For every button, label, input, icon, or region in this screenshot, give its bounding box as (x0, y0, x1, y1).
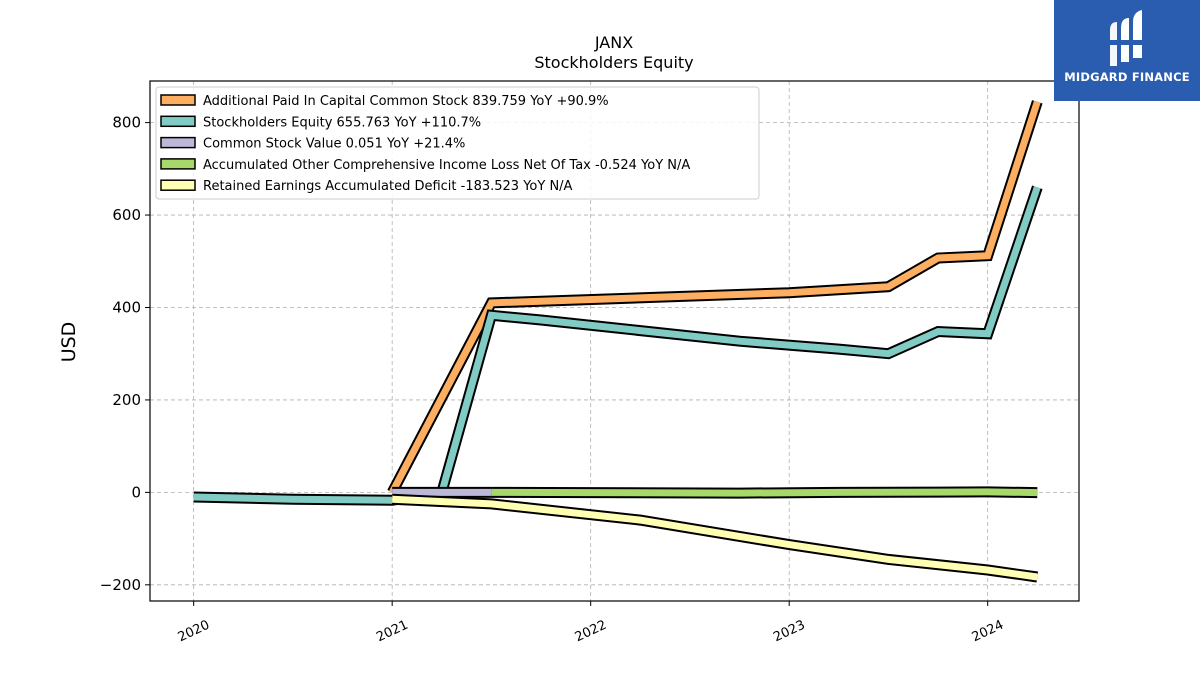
data-point (987, 255, 989, 257)
logo-text: MIDGARD FINANCE (1064, 70, 1190, 84)
legend-swatch (160, 94, 196, 106)
midgard-logo-icon (1106, 10, 1146, 66)
series-4 (391, 493, 1039, 583)
series-3 (490, 486, 1038, 499)
legend-box (155, 86, 760, 200)
data-point (1036, 101, 1038, 103)
data-point (987, 569, 989, 571)
legend: Additional Paid In Capital Common Stock … (155, 86, 760, 200)
data-point (887, 286, 889, 288)
legend-swatch (160, 115, 196, 128)
series-1 (193, 185, 1043, 506)
legend-entry: Stockholders Equity 655.763 YoY +110.7% (203, 115, 481, 130)
data-point (490, 314, 492, 316)
data-point (391, 491, 393, 493)
legend-swatch (160, 179, 196, 191)
data-point (292, 498, 294, 500)
y-tick-label: −200 (100, 576, 141, 594)
y-tick-label: 800 (112, 114, 141, 132)
data-point (639, 519, 641, 521)
legend-entry: Retained Earnings Accumulated Deficit -1… (203, 179, 573, 194)
data-point (193, 496, 195, 498)
series-line (193, 186, 1041, 504)
data-point (739, 340, 741, 342)
x-tick-label: 2021 (374, 618, 410, 646)
data-point (1036, 492, 1038, 494)
data-point (590, 492, 592, 494)
x-tick-label: 2023 (771, 618, 807, 646)
data-point (540, 319, 542, 321)
series-layer (193, 100, 1043, 583)
data-point (1036, 576, 1038, 578)
x-tick-label: 2024 (970, 618, 1006, 646)
data-point (987, 491, 989, 493)
y-tick-label: 200 (112, 391, 141, 409)
axis-ticks: −200 0 200 400 600 800 2020 2021 2022 2023 2024 (100, 114, 1006, 646)
y-tick-label: 0 (131, 483, 141, 501)
chart-subtitle: Stockholders Equity (534, 53, 693, 72)
series-0 (387, 100, 1043, 495)
data-point (490, 503, 492, 505)
series-line (392, 495, 1038, 581)
data-point (937, 257, 939, 259)
legend-swatch (160, 136, 196, 149)
data-point (838, 491, 840, 493)
data-point (788, 292, 790, 294)
legend-entry: Accumulated Other Comprehensive Income L… (203, 158, 690, 173)
data-point (490, 491, 492, 493)
midgard-finance-logo: MIDGARD FINANCE (1054, 0, 1200, 101)
legend-entry: Common Stock Value 0.051 YoY +21.4% (203, 137, 465, 152)
plot-frame (149, 80, 1080, 602)
legend-entry: Additional Paid In Capital Common Stock … (203, 94, 609, 109)
y-tick-label: 400 (112, 298, 141, 316)
series-line (491, 488, 1038, 497)
data-point (490, 302, 492, 304)
data-point (987, 333, 989, 335)
data-point (887, 353, 889, 355)
data-point (391, 498, 393, 500)
data-point (1036, 186, 1038, 188)
series-2 (391, 486, 492, 498)
data-point (739, 492, 741, 494)
data-point (887, 558, 889, 560)
x-tick-label: 2022 (573, 618, 609, 646)
legend-swatch (160, 158, 196, 170)
data-point (937, 491, 939, 493)
data-point (838, 348, 840, 350)
data-point (788, 544, 790, 546)
y-axis-label: USD (58, 322, 80, 363)
x-tick-label: 2020 (176, 618, 212, 646)
data-point (639, 330, 641, 332)
y-tick-label: 600 (112, 206, 141, 224)
data-point (937, 331, 939, 332)
chart-title: JANX (594, 33, 633, 52)
